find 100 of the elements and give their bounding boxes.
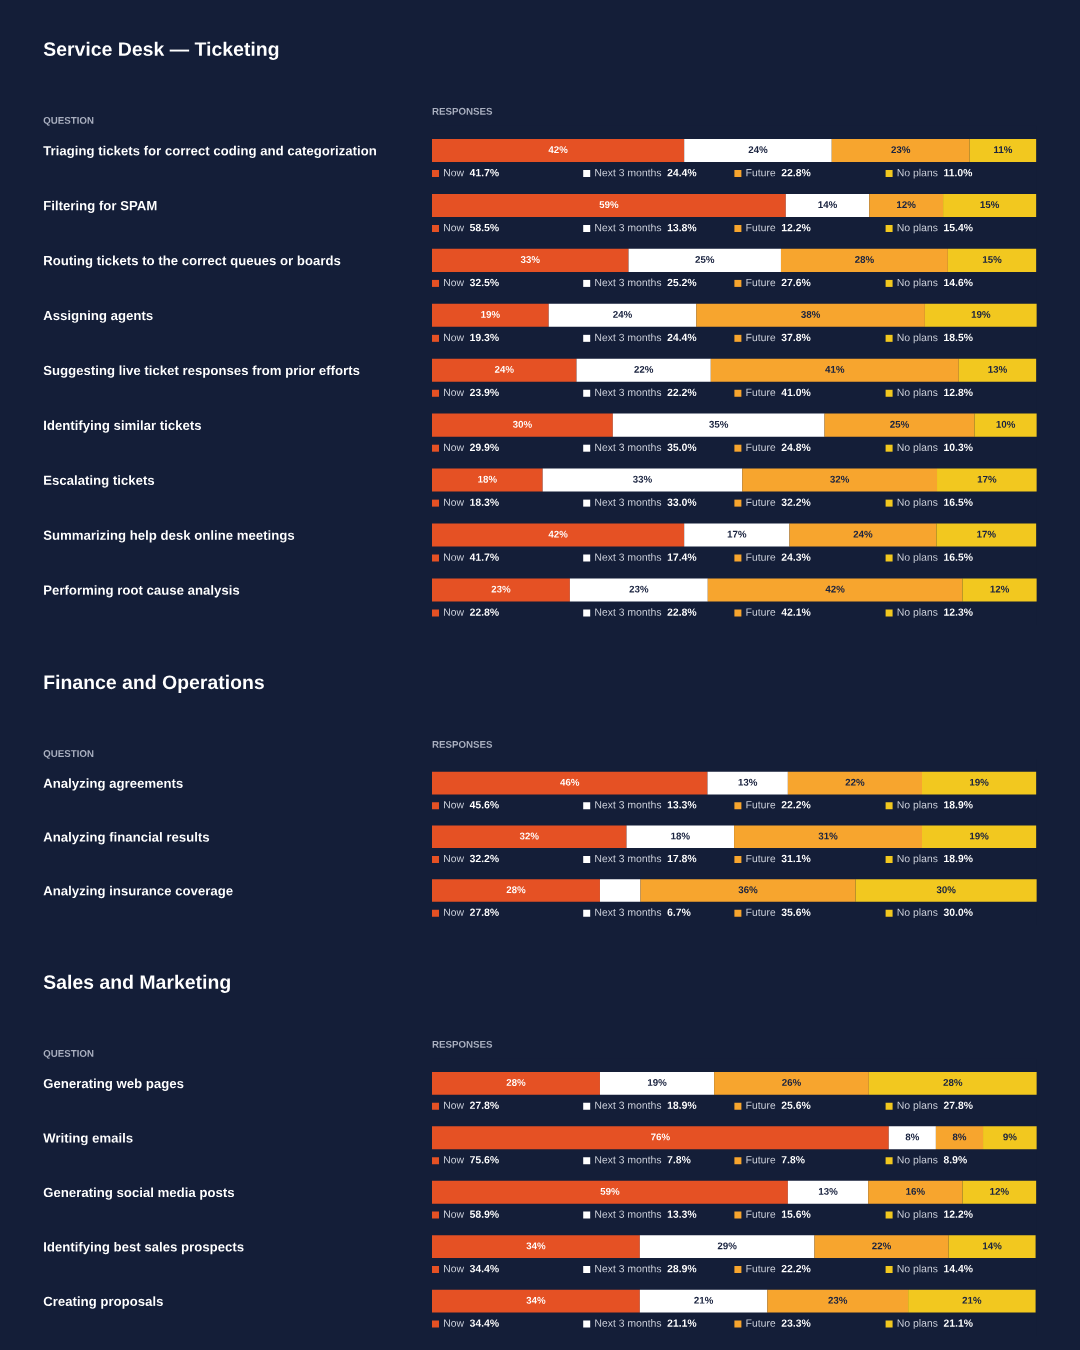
data-label: 30% — [512, 420, 532, 428]
data-label: 41% — [825, 365, 845, 373]
data-label: 38% — [801, 311, 821, 318]
data-label: 11% — [994, 146, 1013, 154]
bar — [639, 1289, 768, 1313]
bar — [824, 413, 975, 437]
y-tick-label: Performing root cause analysis — [44, 585, 240, 598]
data-label: 59% — [599, 201, 619, 209]
x-axis-title: RESPONSES — [432, 1040, 493, 1048]
y-tick-label: Assigning agents — [43, 310, 153, 323]
bar — [569, 578, 708, 602]
text: Now — [444, 278, 465, 287]
annotation: 23.9% — [469, 388, 499, 397]
text: No plans — [897, 498, 938, 508]
data-label: 8% — [905, 1133, 920, 1141]
y-tick-label: Escalating tickets — [44, 475, 155, 488]
data-label: 42% — [825, 585, 845, 593]
y-tick-label: Generating social media posts — [43, 1187, 235, 1200]
data-label: 22% — [634, 365, 654, 373]
text: Next 3 months — [595, 223, 662, 232]
data-label: 23% — [828, 1296, 848, 1304]
legend-label: No plans — [897, 800, 938, 811]
bar — [432, 193, 786, 217]
text: Next 3 months — [595, 1155, 662, 1164]
annotation: 14.6% — [944, 278, 973, 287]
annotation: 22.8% — [667, 608, 697, 616]
legend-label: No plans — [897, 168, 938, 179]
bar — [626, 825, 735, 849]
y-tick-label: Identifying best sales prospects — [44, 1241, 244, 1255]
legend-label: Future — [746, 1101, 776, 1109]
text: Now — [444, 443, 465, 451]
bar — [432, 1126, 889, 1150]
bar — [958, 358, 1037, 382]
data-label: 14% — [982, 1242, 1002, 1250]
text: Future — [746, 224, 776, 232]
annotation: 11.0% — [944, 168, 973, 177]
data-label: 19% — [647, 1079, 667, 1086]
text: No plans — [897, 278, 938, 289]
bar — [787, 771, 922, 795]
text: Future — [746, 854, 776, 863]
bar — [707, 771, 788, 795]
annotation: 15.6% — [781, 1210, 811, 1218]
text: Next 3 months — [595, 1264, 662, 1273]
text: Future — [746, 1319, 776, 1327]
data-label: 12% — [897, 201, 916, 209]
text: No plans — [897, 1264, 938, 1275]
bar — [548, 303, 697, 327]
data-label: 23% — [491, 585, 511, 593]
bar — [599, 1071, 715, 1095]
bar — [432, 1071, 600, 1095]
y-axis-title: QUESTION — [43, 116, 94, 126]
text: Now — [444, 1210, 465, 1218]
y-axis-title: QUESTION — [43, 1050, 94, 1059]
data-label: 12% — [990, 585, 1010, 593]
text: Now — [444, 1156, 465, 1164]
bar — [943, 193, 1037, 217]
text: Now — [444, 224, 465, 232]
bar — [432, 1289, 640, 1313]
annotation: 17.8% — [667, 854, 697, 863]
y-tick-label: Filtering for SPAM — [44, 200, 157, 213]
bar — [696, 303, 925, 327]
data-label: 76% — [651, 1133, 670, 1141]
bar — [974, 413, 1037, 437]
text: No plans — [897, 908, 938, 919]
text: Next 3 months — [595, 1210, 662, 1218]
bar — [707, 578, 963, 602]
data-label: 13% — [738, 778, 758, 786]
data-label: 28% — [943, 1079, 963, 1086]
annotation: 12.8% — [944, 388, 973, 397]
annotation: 14.4% — [944, 1264, 973, 1273]
data-label: 15% — [982, 256, 1002, 263]
bar — [922, 825, 1037, 849]
data-label: 14% — [818, 201, 838, 209]
text: Next 3 months — [595, 388, 662, 397]
annotation: 35.6% — [781, 908, 811, 916]
text: Future — [746, 333, 776, 342]
data-label: 36% — [738, 886, 758, 894]
y-tick-label: Writing emails — [43, 1132, 133, 1146]
bar — [628, 248, 781, 272]
bar — [936, 523, 1037, 547]
data-label: 13% — [988, 365, 1007, 373]
x-axis-title: RESPONSES — [432, 107, 493, 115]
data-label: 35% — [709, 420, 729, 428]
text: No plans — [897, 443, 938, 454]
data-label: 24% — [748, 146, 768, 154]
annotation: 32.2% — [781, 498, 811, 506]
data-label: 19% — [481, 311, 500, 318]
annotation: 18.9% — [667, 1101, 697, 1109]
y-tick-label: Generating web pages — [43, 1078, 184, 1091]
text: Future — [746, 1265, 776, 1273]
annotation: 21.1% — [943, 1319, 973, 1327]
data-label: 32% — [830, 475, 850, 483]
data-label: 18% — [478, 475, 497, 483]
annotation: 10.3% — [944, 443, 973, 452]
data-label: 23% — [629, 585, 649, 593]
text: No plans — [897, 553, 938, 563]
legend-label: No plans — [897, 1101, 938, 1112]
legend-label: Now — [444, 169, 465, 177]
legend-label: Next 3 months — [595, 168, 662, 177]
data-label: 17% — [977, 475, 997, 483]
